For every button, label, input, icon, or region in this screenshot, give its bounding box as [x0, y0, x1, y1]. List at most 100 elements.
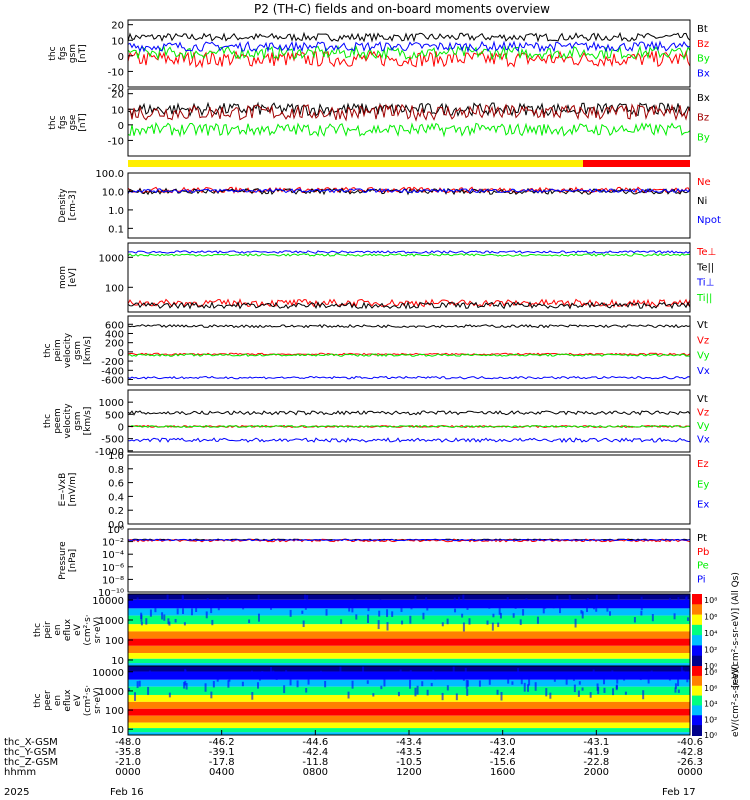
spectrogram-band — [128, 653, 690, 659]
colorbar-segment — [692, 655, 702, 667]
spectrogram-band — [128, 686, 690, 695]
spectrogram-speckle — [498, 607, 501, 615]
spectrogram-speckle — [603, 677, 606, 685]
spectrogram-speckle — [497, 622, 500, 628]
spectrogram-speckle — [145, 618, 148, 625]
spectrogram-speckle — [624, 691, 627, 695]
spectrogram-band — [128, 638, 690, 646]
x-row-value: -43.0 — [490, 737, 516, 748]
spectrogram-speckle — [285, 670, 288, 676]
spectrogram-speckle — [453, 597, 456, 605]
spectrogram-speckle — [147, 686, 150, 695]
spectrogram-band — [128, 679, 690, 687]
y-tick-label: 10⁻⁶ — [102, 563, 124, 574]
panel-3: 100.0 10.0 1.0 0.1 Density [cm-3] Ne Ni Npot — [58, 169, 721, 239]
spectrogram-speckle — [340, 619, 343, 624]
spectrogram-speckle — [304, 594, 307, 600]
y-tick-label: 100 — [105, 706, 124, 717]
legend-label: Vx — [697, 366, 710, 377]
panel-frame — [127, 172, 691, 239]
y-tick-label: 500 — [105, 410, 124, 421]
x-row-value: -46.2 — [209, 737, 235, 748]
y-tick-label: 10⁻⁴ — [102, 550, 124, 561]
colorbar-tick-label: 10⁰ — [704, 662, 717, 671]
y-tick-label: 10 — [111, 105, 124, 116]
y-axis-label-line: (cm²·s· — [83, 685, 93, 716]
y-tick-label: 10 — [111, 725, 124, 736]
spectrogram-speckle — [614, 673, 617, 678]
series-line-0 — [127, 323, 691, 329]
y-tick-label: -400 — [101, 366, 124, 377]
y-axis-label-line: fgs — [58, 46, 68, 60]
spectrogram-speckle — [205, 611, 208, 619]
spectrogram-speckle — [396, 671, 399, 678]
spectrogram-speckle — [211, 619, 214, 626]
spectrogram-speckle — [465, 679, 468, 689]
y-axis-label-line: thc — [33, 693, 43, 707]
spectrogram-speckle — [542, 605, 545, 614]
x-row-value: 1600 — [490, 767, 515, 778]
spectrogram-speckle — [148, 670, 151, 675]
colorbar: 10⁸ 10⁶ 10⁴ 10² 10⁰ eV/(cm²-s-sr-eV) — [692, 664, 741, 740]
series-line-0 — [127, 410, 691, 416]
x-row-value: -48.0 — [115, 737, 141, 748]
colorbar-segment — [692, 705, 702, 717]
legend-label: Bt — [697, 24, 708, 35]
spectrogram-speckle — [568, 595, 571, 602]
spectrogram-band — [128, 608, 690, 616]
panel-frame — [127, 528, 691, 593]
spectrogram-speckle — [549, 692, 552, 699]
spectrogram-speckle — [410, 604, 413, 610]
spectrogram-speckle — [426, 603, 429, 611]
y-axis-label-line: [eV] — [68, 268, 78, 287]
y-axis-label-line: [nPa] — [68, 549, 78, 572]
y-tick-label: 10.0 — [102, 187, 124, 198]
y-tick-label: 1.0 — [108, 451, 124, 462]
mode-bar-fast — [583, 160, 690, 167]
spectrogram-speckle — [617, 594, 620, 600]
spectrogram-speckle — [372, 693, 375, 697]
series-line-1 — [127, 187, 691, 196]
spectrogram-speckle — [416, 685, 419, 695]
x-row-value: -15.6 — [490, 757, 516, 768]
spectrogram-speckle — [296, 680, 299, 688]
y-tick-label: -1000 — [95, 447, 124, 458]
y-axis-label-line: peer — [43, 690, 53, 711]
spectrogram-speckle — [242, 600, 245, 610]
spectrogram-speckle — [166, 594, 169, 601]
spectrogram-speckle — [462, 674, 465, 681]
legend-label: Ti⊥ — [696, 278, 714, 289]
spectrogram-speckle — [226, 597, 229, 605]
spectrogram-speckle — [261, 670, 264, 677]
legend-label: Ne — [697, 177, 711, 188]
series-line-2 — [127, 353, 691, 357]
spectrogram-speckle — [539, 672, 542, 677]
y-tick-label: 0.2 — [108, 506, 124, 517]
y-axis-label-line: velocity — [63, 403, 73, 439]
spectrogram-speckle — [378, 610, 381, 617]
x-row-value: -11.8 — [302, 757, 328, 768]
x-row-value: 1200 — [396, 767, 421, 778]
spectrogram-speckle — [257, 613, 260, 622]
panel-frame — [127, 19, 691, 88]
y-tick-label: 100 — [105, 636, 124, 647]
panel-1: 20 10 0 -10 -20 thc fgs gsm [nT] Bt Bz By Bx — [48, 19, 710, 94]
spectrogram-speckle — [184, 669, 187, 678]
series-line-1 — [127, 300, 691, 310]
spectrogram-speckle — [680, 666, 683, 672]
y-axis-label-line: eV — [73, 623, 83, 636]
spectrogram-speckle — [302, 620, 305, 628]
y-axis-label-line: en — [53, 624, 63, 635]
colorbar-segment — [692, 635, 702, 647]
spectrogram-speckle — [400, 603, 403, 612]
y-axis-label-line: thc — [48, 46, 58, 60]
legend-label: Pe — [697, 561, 709, 572]
spectrogram-speckle — [455, 693, 458, 701]
colorbar-tick-label: 10⁸ — [704, 596, 717, 605]
y-axis-label-line: eflux — [63, 689, 73, 712]
spectrogram-speckle — [446, 618, 449, 625]
y-tick-label: 600 — [105, 320, 124, 331]
y-tick-label: 10⁰ — [107, 525, 124, 536]
x-row-value: 0000 — [677, 767, 702, 778]
